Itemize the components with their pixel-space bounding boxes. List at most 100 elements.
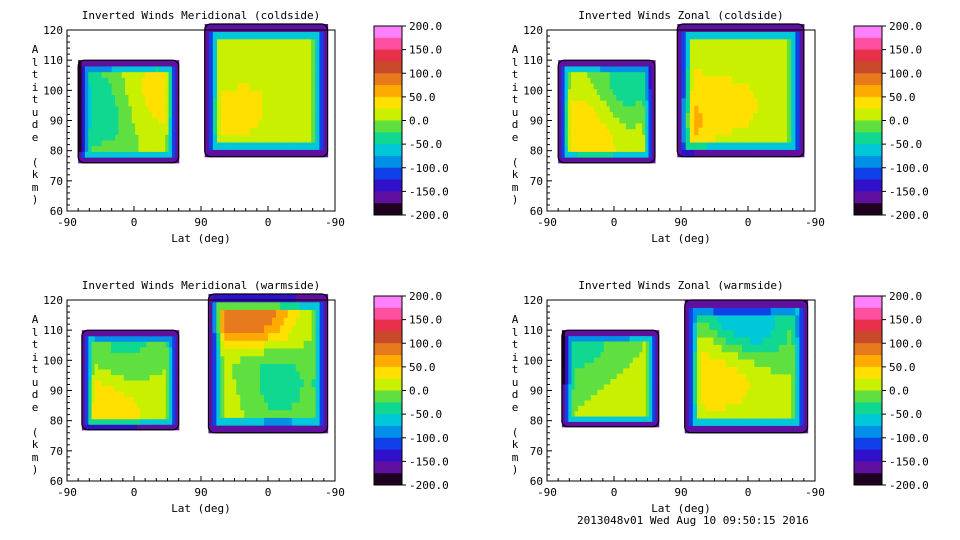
contour-cell: [117, 346, 122, 353]
contour-cell: [770, 300, 776, 308]
contour-cell: [597, 421, 602, 428]
contour-cell: [584, 330, 589, 337]
contour-cell: [98, 413, 102, 420]
contour-cell: [111, 117, 116, 124]
contour-cell: [121, 88, 126, 95]
contour-cell: [564, 82, 569, 90]
contour-cell: [172, 407, 177, 414]
contour-cell: [98, 402, 102, 409]
contour-cell: [698, 90, 704, 99]
contour-cell: [294, 82, 300, 91]
contour-cell: [212, 112, 218, 121]
contour-cell: [629, 351, 634, 358]
contour-cell: [564, 134, 569, 141]
contour-cell: [101, 100, 106, 107]
contour-cell: [104, 134, 109, 141]
contour-cell: [175, 396, 180, 403]
contour-cell: [217, 134, 222, 143]
contour-cell: [795, 82, 801, 91]
contour-cell: [685, 53, 691, 62]
contour-cell: [600, 71, 604, 78]
contour-cell: [149, 335, 154, 342]
contour-cell: [581, 383, 586, 390]
contour-cell: [175, 352, 180, 359]
contour-cell: [125, 77, 130, 84]
contour-cell: [762, 351, 768, 360]
contour-cell: [311, 53, 316, 62]
contour-cell: [237, 60, 243, 69]
colorbar: 200.0150.0100.050.00.0-50.0-100.0-150.0-…: [853, 20, 929, 222]
contour-cell: [774, 68, 780, 77]
contour-cell: [98, 391, 102, 398]
contour-cell: [232, 301, 237, 310]
contour-cell: [568, 389, 573, 396]
contour-cell: [791, 119, 796, 128]
contour-cell: [303, 425, 309, 434]
contour-cell: [260, 386, 265, 395]
contour-cell: [161, 94, 166, 101]
contour-cell: [609, 128, 614, 135]
contour-cell: [88, 139, 93, 147]
contour-cell: [619, 151, 624, 158]
contour-cell: [101, 363, 106, 370]
contour-cell: [228, 347, 233, 357]
contour-cell: [91, 100, 96, 107]
contour-cell: [212, 409, 217, 418]
contour-cell: [727, 134, 733, 143]
contour-cell: [635, 151, 640, 158]
contour-cell: [561, 65, 566, 73]
contour-cell: [706, 112, 712, 121]
contour-cell: [713, 351, 719, 360]
contour-cell: [757, 38, 763, 47]
contour-cell: [125, 122, 130, 130]
contour-cell: [110, 335, 115, 342]
contour-cell: [208, 378, 214, 388]
contour-cell: [737, 366, 743, 375]
contour-cell: [692, 322, 698, 331]
contour-cell: [295, 301, 301, 310]
contour-cell: [245, 97, 251, 106]
colorbar-swatch: [374, 179, 402, 192]
contour-cell: [323, 105, 329, 114]
contour-cell: [762, 373, 768, 382]
contour-cell: [632, 335, 637, 342]
y-tick-label: 80: [50, 415, 63, 428]
contour-cell: [742, 344, 747, 353]
contour-cell: [161, 71, 166, 78]
contour-cell: [138, 88, 143, 95]
colorbar-label: -50.0: [889, 408, 922, 421]
contour-cell: [577, 117, 582, 124]
contour-cell: [583, 151, 588, 158]
contour-cell: [315, 386, 321, 395]
contour-cell: [635, 65, 640, 73]
contour-cell: [757, 53, 763, 62]
contour-cell: [723, 46, 729, 55]
contour-cell: [587, 415, 592, 422]
contour-cell: [220, 425, 225, 434]
contour-cell: [652, 405, 657, 412]
contour-cell: [236, 378, 241, 388]
contour-cell: [148, 111, 153, 118]
contour-cell: [655, 367, 660, 374]
contour-cell: [645, 65, 650, 73]
contour-cell: [803, 425, 809, 434]
contour-cell: [571, 77, 575, 84]
contour-cell: [115, 94, 119, 101]
contour-cell: [778, 112, 784, 121]
contour-cell: [294, 112, 300, 121]
contour-cell: [740, 82, 746, 91]
contour-cell: [652, 399, 657, 406]
contour-cell: [655, 410, 660, 417]
contour-cell: [580, 128, 585, 135]
contour-cell: [274, 149, 280, 158]
contour-cell: [782, 68, 788, 77]
contour-cell: [778, 403, 784, 412]
contour-cell: [799, 307, 805, 316]
contour-cell: [155, 128, 160, 135]
contour-cell: [652, 394, 657, 401]
contour-cell: [587, 145, 592, 152]
contour-cell: [642, 346, 647, 353]
contour-cell: [590, 340, 595, 347]
contour-cell: [613, 134, 617, 141]
contour-cell: [307, 119, 312, 128]
